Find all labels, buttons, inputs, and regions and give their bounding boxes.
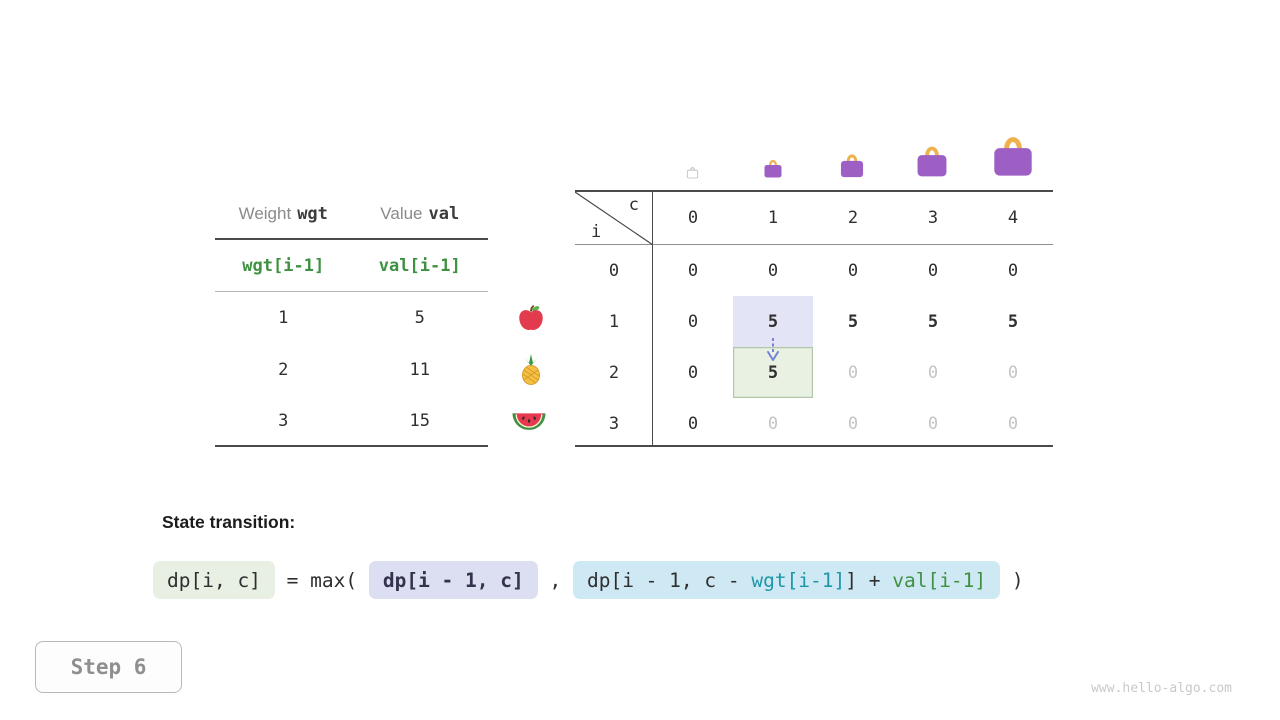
formula-val-term: val[i-1]	[892, 568, 987, 592]
bag-icon-c2	[840, 154, 864, 178]
item-row: 1 5	[215, 292, 488, 344]
dp-cell: 0	[847, 260, 859, 281]
dp-cell: 0	[1007, 413, 1019, 434]
dp-cell: 0	[927, 413, 939, 434]
dp-col-header: 3	[927, 208, 939, 228]
formula-wgt-term: wgt[i-1]	[751, 568, 846, 592]
dp-row: 1 0 5 5 5 5	[575, 296, 1053, 347]
dp-row: 2 0 5 0 0 0	[575, 347, 1053, 398]
dp-cell: 0	[687, 260, 699, 281]
item-weight: 2	[278, 360, 289, 380]
item-row: 2 11	[215, 344, 488, 396]
dp-row-header: 2	[608, 362, 620, 383]
watermark: www.hello-algo.com	[1091, 681, 1232, 696]
weight-column-header: Weight wgt	[215, 190, 352, 238]
dp-cell: 0	[687, 413, 699, 434]
dp-row-header: 1	[608, 311, 620, 332]
value-column-header: Value val	[352, 190, 489, 238]
dp-cell: 0	[687, 362, 699, 383]
dp-cell: 0	[1007, 260, 1019, 281]
dp-table-header-row: i c 0 1 2 3 4	[575, 192, 1053, 245]
dp-cell-target: 5	[733, 347, 813, 398]
dp-cell: 5	[847, 311, 859, 332]
dp-cell: 0	[927, 260, 939, 281]
formula-comma: ,	[537, 568, 573, 592]
bag-icon-c0	[686, 167, 699, 179]
item-value: 15	[409, 410, 430, 431]
row-variable-label: i	[591, 222, 602, 242]
dp-cell: 0	[767, 413, 779, 434]
formula-arg1: dp[i - 1, c]	[368, 561, 538, 599]
dp-col-header: 0	[687, 208, 699, 228]
dp-row: 0 0 0 0 0 0	[575, 245, 1053, 296]
formula-arg2: dp[i - 1, c - wgt[i-1]] + val[i-1]	[572, 561, 1001, 599]
item-value: 5	[414, 308, 425, 328]
step-label: Step 6	[70, 655, 147, 679]
dp-col-header: 2	[847, 208, 859, 228]
down-arrow-icon	[767, 338, 779, 361]
formula-arg2-part1: dp[i - 1, c -	[586, 568, 752, 592]
dp-corner-cell: i c	[575, 192, 653, 245]
wgt-index-label: wgt[i-1]	[242, 255, 325, 276]
items-table-header: Weight wgt Value val	[215, 190, 488, 240]
item-row: 3 15	[215, 396, 488, 447]
dp-cell: 0	[767, 260, 779, 281]
bag-icon-c4	[994, 137, 1032, 176]
dp-cell: 0	[1007, 362, 1019, 383]
state-transition-heading: State transition:	[162, 512, 296, 532]
weight-label: Weight	[238, 204, 292, 223]
step-indicator: Step 6	[35, 641, 182, 693]
formula-arg2-part2: ] +	[845, 568, 893, 592]
item-value: 11	[409, 360, 430, 380]
items-table: Weight wgt Value val wgt[i-1] val[i-1] 1…	[215, 190, 488, 447]
value-label: Value	[380, 204, 423, 223]
formula-close-paren: )	[1000, 568, 1024, 592]
pineapple-icon	[522, 354, 540, 385]
dp-table: i c 0 1 2 3 4 0 0 0 0 0 0 1 0 5 5 5 5 2	[575, 190, 1053, 447]
dp-cell: 0	[687, 311, 699, 332]
wgt-code-label: wgt	[297, 204, 328, 224]
item-weight: 1	[278, 308, 289, 328]
items-table-index-row: wgt[i-1] val[i-1]	[215, 240, 488, 292]
dp-table-vertical-divider	[652, 192, 653, 445]
dp-col-header: 1	[767, 208, 779, 228]
col-variable-label: c	[628, 195, 639, 215]
dp-row-header: 3	[608, 413, 620, 434]
state-transition-formula: dp[i, c] = max( dp[i - 1, c] , dp[i - 1,…	[153, 561, 1024, 599]
dp-cell: 0	[927, 362, 939, 383]
dp-cell: 0	[847, 413, 859, 434]
watermelon-icon	[512, 413, 546, 430]
bag-icon-c3	[917, 146, 947, 177]
dp-cell: 5	[927, 311, 939, 332]
formula-operator: = max(	[274, 568, 369, 592]
formula-lhs: dp[i, c]	[153, 561, 275, 599]
apple-icon	[519, 304, 543, 330]
item-weight: 3	[278, 410, 289, 431]
dp-cell: 0	[847, 362, 859, 383]
bag-icon-c1	[764, 160, 782, 178]
diagonal-divider	[575, 192, 653, 245]
dp-row: 3 0 0 0 0 0	[575, 398, 1053, 449]
val-code-label: val	[428, 204, 460, 224]
dp-row-header: 0	[608, 260, 620, 281]
dp-col-header: 4	[1007, 208, 1019, 228]
dp-cell: 5	[1007, 311, 1019, 332]
val-index-label: val[i-1]	[378, 255, 461, 276]
